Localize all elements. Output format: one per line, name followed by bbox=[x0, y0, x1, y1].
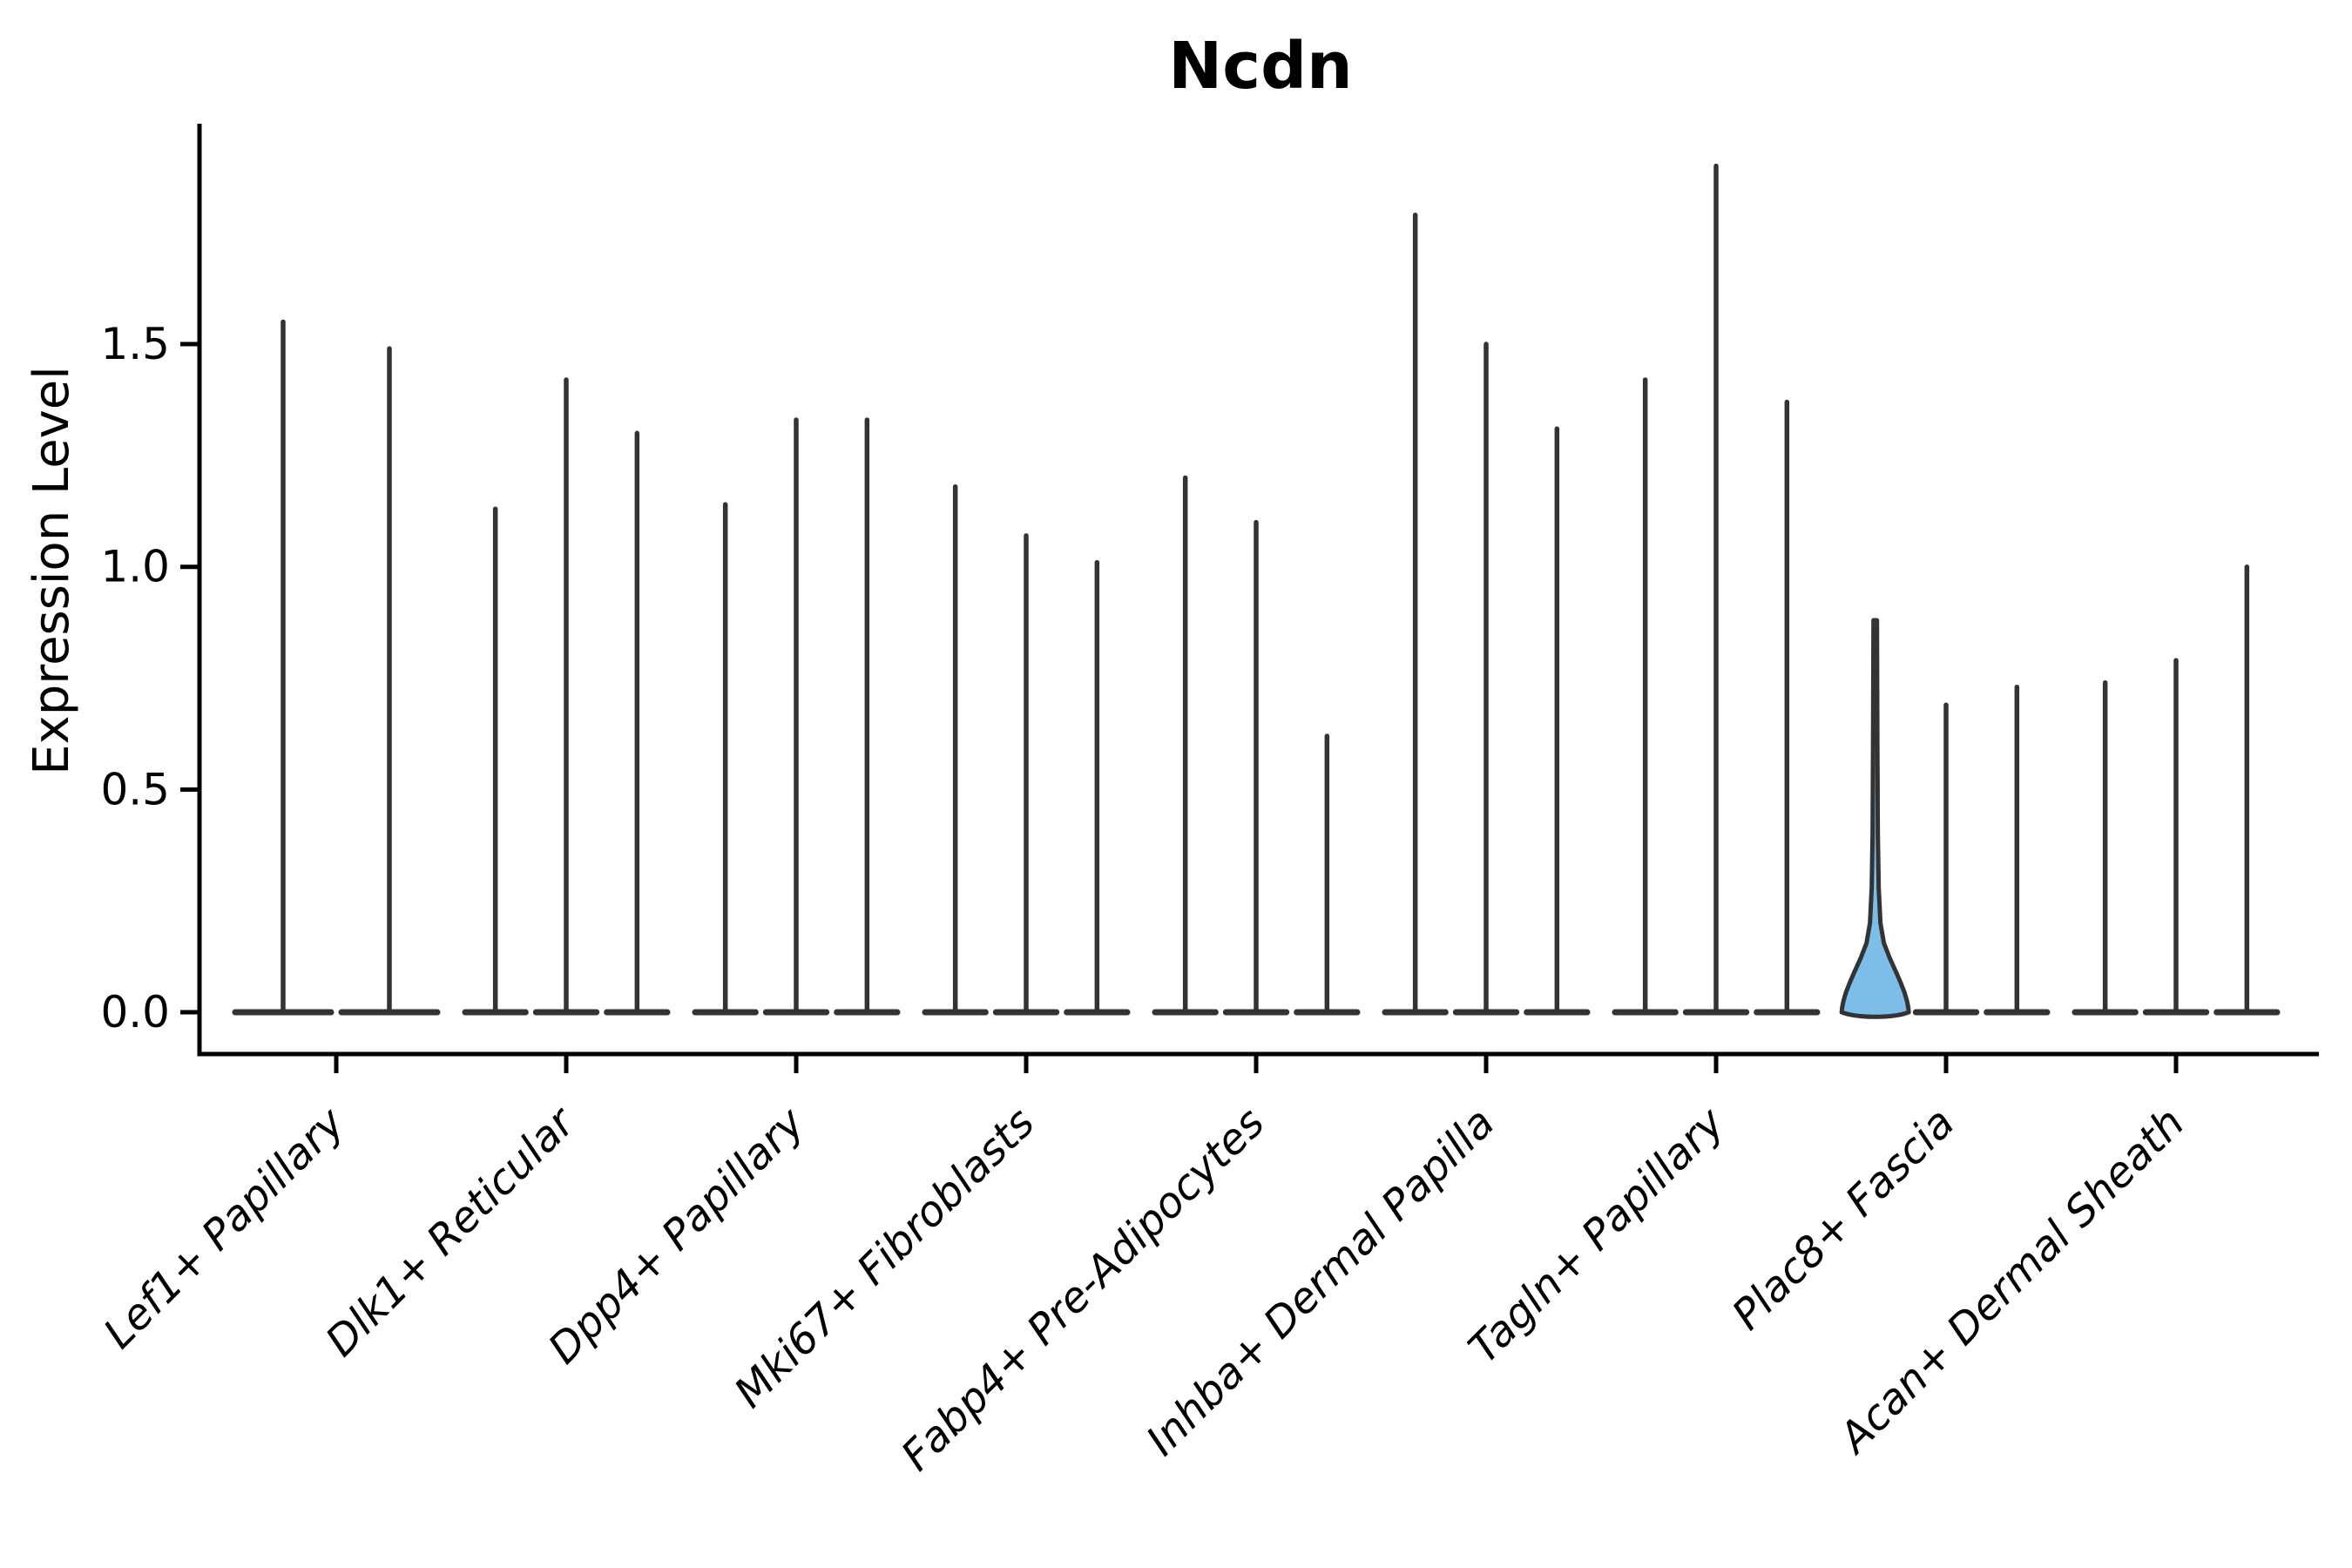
violin bbox=[1912, 702, 1980, 1016]
x-label-tagln-papillary: Tagln+ Papillary bbox=[1459, 1098, 1734, 1373]
violin bbox=[692, 502, 759, 1016]
violin bbox=[762, 417, 830, 1016]
highlighted-violin-body bbox=[1839, 618, 1911, 1019]
violin bbox=[462, 506, 529, 1016]
violin bbox=[1984, 685, 2051, 1016]
violin bbox=[232, 319, 335, 1016]
violin bbox=[604, 430, 671, 1016]
violin bbox=[1152, 475, 1219, 1016]
violin bbox=[1754, 399, 1821, 1016]
violin bbox=[532, 377, 600, 1016]
x-label-dlk1-reticular: Dlk1+ Reticular bbox=[316, 1097, 586, 1367]
violin bbox=[1682, 163, 1750, 1016]
violin bbox=[1222, 519, 1290, 1016]
violin bbox=[2142, 658, 2210, 1016]
violin bbox=[2213, 564, 2281, 1016]
violin bbox=[834, 417, 901, 1016]
x-label-dpp4-papillary: Dpp4+ Papillary bbox=[539, 1098, 814, 1373]
violin bbox=[1294, 733, 1361, 1016]
violin bbox=[1064, 559, 1131, 1016]
y-ticks-layer: 0.0 0.5 1.0 1.5 bbox=[100, 319, 199, 1037]
violin bbox=[338, 346, 441, 1016]
violin bbox=[922, 483, 989, 1016]
y-tick-label: 0.5 bbox=[100, 764, 170, 814]
violin bbox=[1524, 426, 1591, 1016]
y-tick-label: 1.0 bbox=[100, 542, 170, 592]
violin bbox=[992, 533, 1060, 1016]
violin bbox=[2072, 679, 2139, 1016]
plot-title: Ncdn bbox=[1168, 29, 1352, 104]
x-label-fabp4-pre-adipocytes: Fabp4+ Pre-Adipocytes bbox=[892, 1098, 1274, 1481]
violin bbox=[1839, 618, 1911, 1019]
y-tick-label: 0.0 bbox=[100, 987, 170, 1037]
violin bbox=[1452, 341, 1520, 1016]
violin bbox=[1612, 377, 1679, 1016]
x-label-lef1-papillary: Lef1+ Papillary bbox=[94, 1098, 355, 1358]
x-label-plac8-fascia: Plac8+ Fascia bbox=[1723, 1098, 1964, 1340]
y-axis-label: Expression Level bbox=[24, 366, 80, 775]
violins-layer bbox=[232, 163, 2281, 1019]
y-tick-label: 1.5 bbox=[100, 319, 170, 369]
violin bbox=[1382, 213, 1449, 1016]
